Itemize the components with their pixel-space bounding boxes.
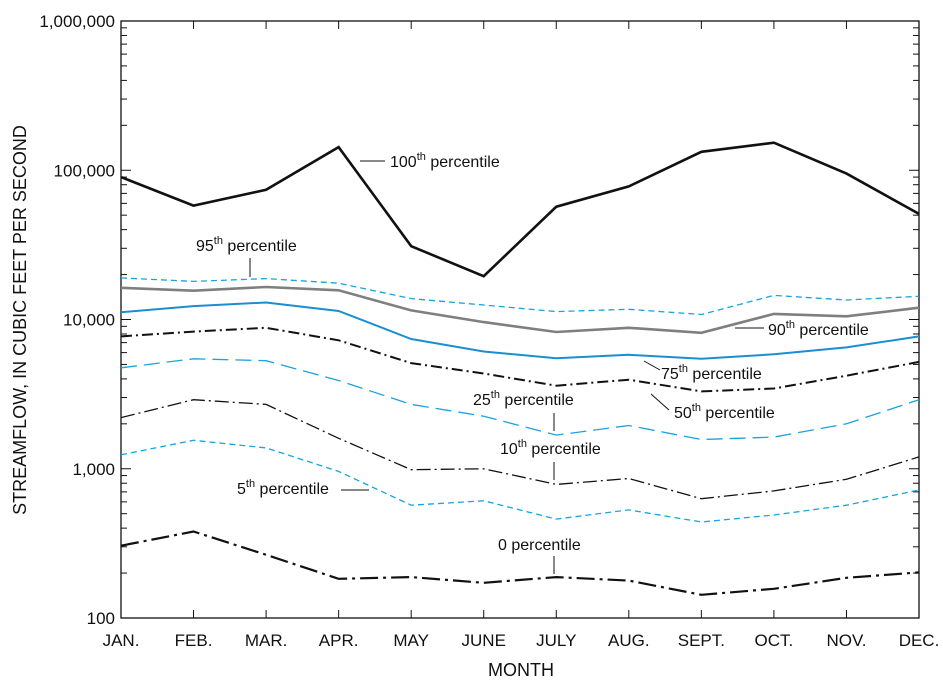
series-line-95th-percentile bbox=[120, 277, 920, 316]
x-tick-label: OCT. bbox=[755, 631, 794, 650]
x-tick-label: NOV. bbox=[826, 631, 866, 650]
annotation-label-p50: 50th percentile bbox=[674, 402, 775, 422]
x-tick-label: JAN. bbox=[103, 631, 140, 650]
annotation-text: percentile bbox=[255, 481, 329, 498]
annotation-label-p25: 25th percentile bbox=[473, 389, 574, 409]
annotation-number: 0 percentile bbox=[498, 537, 581, 554]
annotation-number: 100 bbox=[390, 154, 417, 171]
x-tick-label: FEB. bbox=[175, 631, 213, 650]
annotation-number: 25 bbox=[473, 392, 491, 409]
x-tick-label: JULY bbox=[536, 631, 576, 650]
annotation-superscript: th bbox=[417, 151, 426, 163]
series-line-5th-percentile bbox=[120, 439, 920, 523]
plot-frame bbox=[120, 20, 920, 619]
annotation-superscript: th bbox=[679, 363, 688, 375]
annotation-number: 50 bbox=[674, 405, 692, 422]
annotation-number: 95 bbox=[196, 238, 214, 255]
x-tick-label: JUNE bbox=[462, 631, 506, 650]
annotation-superscript: th bbox=[786, 319, 795, 331]
annotation-superscript: th bbox=[214, 235, 223, 247]
annotation-label-p10: 10th percentile bbox=[500, 438, 601, 458]
annotation-text: percentile bbox=[527, 441, 601, 458]
annotation-label-p90: 90th percentile bbox=[768, 319, 869, 339]
y-axis-title: STREAMFLOW, IN CUBIC FEET PER SECOND bbox=[10, 125, 30, 515]
x-tick-label: MAY bbox=[393, 631, 429, 650]
annotation-text: percentile bbox=[500, 392, 574, 409]
annotation-number: 5 bbox=[237, 481, 246, 498]
series-line-10th-percentile bbox=[120, 399, 920, 500]
annotation-label-p100: 100th percentile bbox=[390, 151, 500, 171]
annotation-text: percentile bbox=[701, 405, 775, 422]
annotation-superscript: th bbox=[692, 402, 701, 414]
y-tick-label: 1,000,000 bbox=[39, 12, 115, 31]
annotation-number: 10 bbox=[500, 441, 518, 458]
x-tick-label: APR. bbox=[319, 631, 359, 650]
x-tick-label: SEPT. bbox=[678, 631, 725, 650]
series-lines bbox=[120, 141, 920, 596]
x-tick-label: MAR. bbox=[245, 631, 288, 650]
annotation-label-p5: 5th percentile bbox=[237, 478, 329, 498]
annotation-text: percentile bbox=[223, 238, 297, 255]
annotation-label-p95: 95th percentile bbox=[196, 235, 297, 255]
annotation-superscript: th bbox=[518, 438, 527, 450]
series-line-90th-percentile bbox=[120, 285, 920, 335]
annotation-leader-p50 bbox=[650, 393, 670, 411]
y-tick-label: 10,000 bbox=[63, 311, 115, 330]
series-line-50th-percentile bbox=[120, 326, 920, 393]
annotation-number: 75 bbox=[661, 366, 679, 383]
annotation-number: 90 bbox=[768, 322, 786, 339]
series-line-75th-percentile bbox=[120, 301, 920, 360]
annotation-leader-p75 bbox=[643, 360, 661, 371]
plot-axes: 100 1,000 10,000 100,000 1,000,000 JAN. FEB. MA… bbox=[39, 12, 939, 650]
y-tick-label: 100 bbox=[87, 609, 115, 628]
x-axis-title: MONTH bbox=[488, 660, 554, 680]
annotation-label-p0: 0 percentile bbox=[498, 537, 581, 554]
annotation-superscript: th bbox=[491, 389, 500, 401]
annotation-superscript: th bbox=[246, 478, 255, 490]
y-tick-label: 100,000 bbox=[54, 161, 115, 180]
series-line-100th-percentile bbox=[120, 141, 920, 278]
x-tick-label: DEC. bbox=[899, 631, 940, 650]
series-line-25th-percentile bbox=[120, 358, 920, 441]
y-tick-label: 1,000 bbox=[72, 460, 115, 479]
annotation-text: percentile bbox=[688, 366, 762, 383]
x-tick-label: AUG. bbox=[608, 631, 650, 650]
annotation-text: percentile bbox=[795, 322, 869, 339]
annotation-text: percentile bbox=[426, 154, 500, 171]
series-line-0-percentile bbox=[120, 530, 920, 596]
annotation-label-p75: 75th percentile bbox=[661, 363, 762, 383]
